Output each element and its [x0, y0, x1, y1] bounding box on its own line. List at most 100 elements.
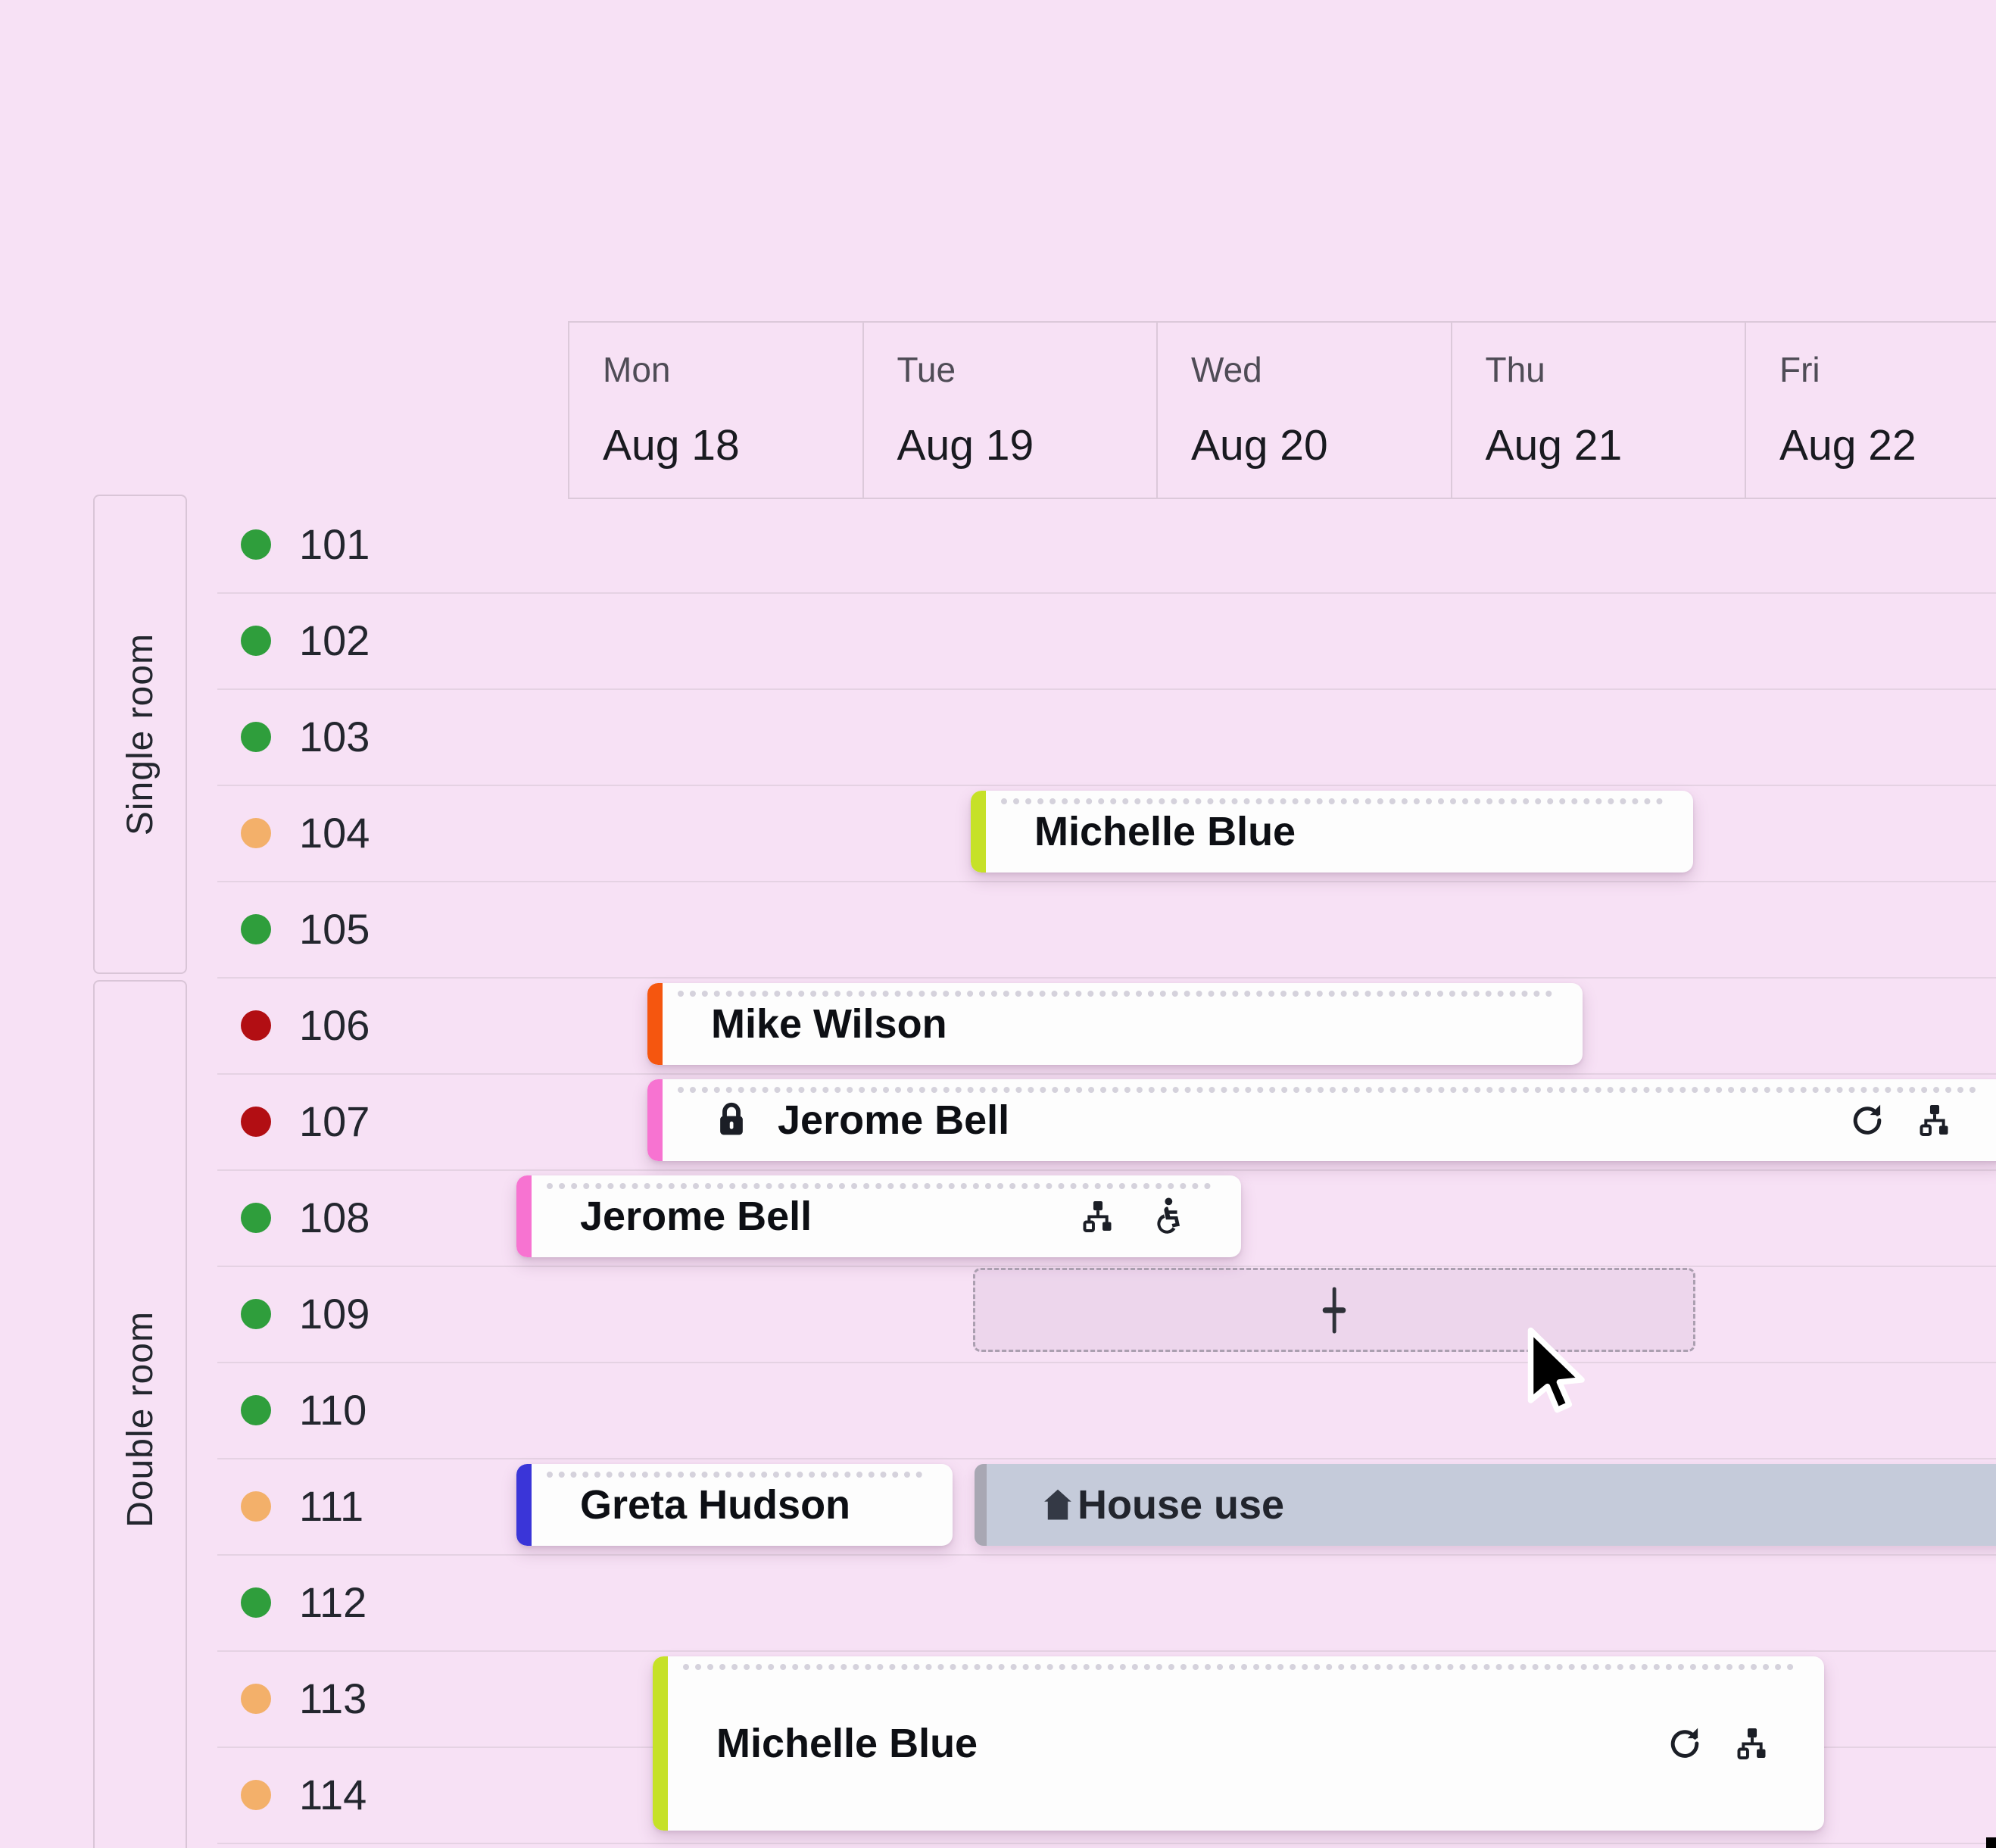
row-separator: [217, 1650, 1996, 1652]
row-separator: [217, 592, 1996, 594]
room-status-dot: [241, 914, 271, 944]
room-number: 101: [299, 520, 370, 568]
refresh-icon: [1665, 1724, 1704, 1763]
day-date-label: Aug 21: [1485, 420, 1623, 470]
row-separator: [217, 1554, 1996, 1556]
room-status-dot: [241, 1491, 271, 1522]
room-number: 111: [299, 1482, 364, 1530]
room-status-dot: [241, 722, 271, 752]
booking-bar[interactable]: Michelle Blue: [653, 1656, 1824, 1831]
booking-dotted-edge: [547, 1472, 922, 1478]
room-status-dot: [241, 1107, 271, 1137]
guest-name: Jerome Bell: [778, 1097, 1010, 1143]
plus-icon: [1305, 1281, 1364, 1340]
guest-name: Mike Wilson: [711, 1001, 947, 1047]
booking-bar[interactable]: Jerome Bell: [647, 1079, 1996, 1161]
room-status-dot: [241, 1684, 271, 1714]
room-status-dot: [241, 626, 271, 656]
row-separator: [217, 1362, 1996, 1363]
room-status-dot: [241, 1395, 271, 1425]
sitemap-icon: [1079, 1197, 1117, 1235]
booking-dotted-edge: [547, 1183, 1211, 1189]
room-status-dot: [241, 1203, 271, 1233]
row-separator: [217, 688, 1996, 690]
day-date-label: Aug 22: [1779, 420, 1916, 470]
day-header-cell: Thu Aug 21: [1450, 323, 1745, 498]
day-weekday-label: Wed: [1191, 350, 1262, 389]
day-header-cell: Mon Aug 18: [568, 323, 862, 498]
house-use-bar[interactable]: House use: [975, 1464, 1996, 1546]
group-label: Single room: [120, 632, 161, 836]
day-header-cell: Wed Aug 20: [1156, 323, 1451, 498]
booking-dotted-edge: [683, 1664, 1794, 1670]
row-separator: [217, 977, 1996, 979]
booking-dotted-edge: [1001, 798, 1663, 804]
guest-name: Michelle Blue: [716, 1721, 978, 1766]
room-number: 112: [299, 1578, 367, 1626]
sitemap-icon: [1733, 1725, 1771, 1762]
day-weekday-label: Fri: [1779, 350, 1820, 389]
day-header-cell: Fri Aug 22: [1745, 323, 1996, 498]
scrollbar-corner: [1986, 1837, 1996, 1848]
home-icon: [1038, 1485, 1078, 1525]
group-single-room: Single room: [93, 495, 187, 974]
room-number: 110: [299, 1386, 367, 1434]
row-separator: [217, 1169, 1996, 1171]
day-weekday-label: Thu: [1485, 350, 1545, 389]
house-use-label: House use: [1078, 1482, 1285, 1528]
booking-bar[interactable]: Greta Hudson: [516, 1464, 953, 1546]
wheelchair-icon: [1146, 1195, 1188, 1238]
room-status-dot: [241, 818, 271, 848]
booking-right-icons: [1848, 1100, 1954, 1140]
guest-name: Michelle Blue: [1034, 809, 1296, 854]
room-number: 114: [299, 1771, 367, 1818]
booking-right-icons: [1079, 1195, 1188, 1238]
day-header-cell: Tue Aug 19: [862, 323, 1157, 498]
room-number: 103: [299, 713, 370, 760]
booking-accent-stripe: [647, 1079, 663, 1161]
guest-name: Greta Hudson: [580, 1482, 851, 1528]
room-status-dot: [241, 1010, 271, 1041]
date-header-row: Mon Aug 18 Tue Aug 19 Wed Aug 20 Thu Aug 21 Fri A…: [568, 321, 1996, 499]
room-number: 108: [299, 1194, 370, 1241]
house-use-left-edge: [975, 1464, 987, 1546]
room-number: 107: [299, 1097, 370, 1145]
room-status-dot: [241, 1587, 271, 1618]
booking-right-icons: [1665, 1724, 1771, 1763]
booking-accent-stripe: [516, 1175, 532, 1257]
add-booking-placeholder[interactable]: [973, 1268, 1695, 1352]
day-date-label: Aug 19: [897, 420, 1034, 470]
room-status-dot: [241, 529, 271, 560]
guest-name: Jerome Bell: [580, 1194, 812, 1239]
room-status-dot: [241, 1299, 271, 1329]
group-double-room: Double room: [93, 980, 187, 1848]
booking-accent-stripe: [653, 1656, 668, 1831]
day-weekday-label: Tue: [897, 350, 956, 389]
row-separator: [217, 1073, 1996, 1075]
day-date-label: Aug 18: [603, 420, 740, 470]
row-separator: [217, 1458, 1996, 1459]
lock-icon: [711, 1100, 752, 1141]
row-separator: [217, 1266, 1996, 1267]
refresh-icon: [1848, 1100, 1887, 1140]
booking-accent-stripe: [516, 1464, 532, 1546]
row-separator: [217, 881, 1996, 882]
booking-dotted-edge: [678, 991, 1552, 997]
booking-accent-stripe: [971, 791, 986, 872]
sitemap-icon: [1916, 1101, 1954, 1139]
room-number: 104: [299, 809, 370, 857]
row-separator: [217, 785, 1996, 786]
booking-bar[interactable]: Mike Wilson: [647, 983, 1583, 1065]
room-number: 102: [299, 617, 370, 664]
booking-dotted-edge: [678, 1087, 1976, 1093]
booking-bar[interactable]: Jerome Bell: [516, 1175, 1241, 1257]
booking-accent-stripe: [647, 983, 663, 1065]
room-status-dot: [241, 1780, 271, 1810]
day-date-label: Aug 20: [1191, 420, 1328, 470]
day-weekday-label: Mon: [603, 350, 671, 389]
room-number: 109: [299, 1290, 370, 1338]
group-label: Double room: [120, 1311, 161, 1528]
booking-bar[interactable]: Michelle Blue: [971, 791, 1693, 872]
room-number: 105: [299, 905, 370, 953]
